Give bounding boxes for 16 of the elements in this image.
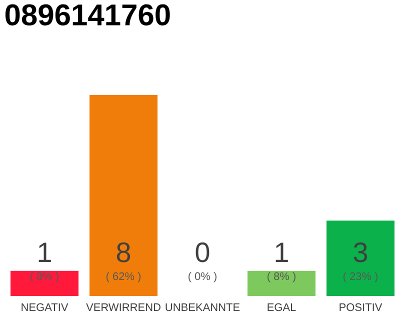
x-tick-label: VERWIRREND (86, 303, 160, 311)
data-label: 3 (354, 242, 368, 262)
chart-title: 0896141760 (5, 4, 170, 26)
data-label: 1 (276, 242, 288, 262)
annotation: ( 23% ) (343, 272, 378, 282)
annotation: ( 8% ) (268, 272, 296, 282)
x-tick-label: NEGATIV (22, 303, 68, 312)
x-tick-label: POSITIV (340, 303, 382, 312)
annotation: ( 8% ) (30, 272, 58, 282)
data-label: 1 (38, 242, 51, 262)
data-label: 0 (196, 242, 210, 262)
data-label: 8 (116, 242, 130, 262)
annotation: ( 62% ) (106, 272, 141, 282)
annotation: ( 0% ) (188, 272, 216, 282)
x-tick-label: UNBEKANNTE (166, 303, 240, 312)
x-tick-label: EGAL (268, 303, 296, 312)
